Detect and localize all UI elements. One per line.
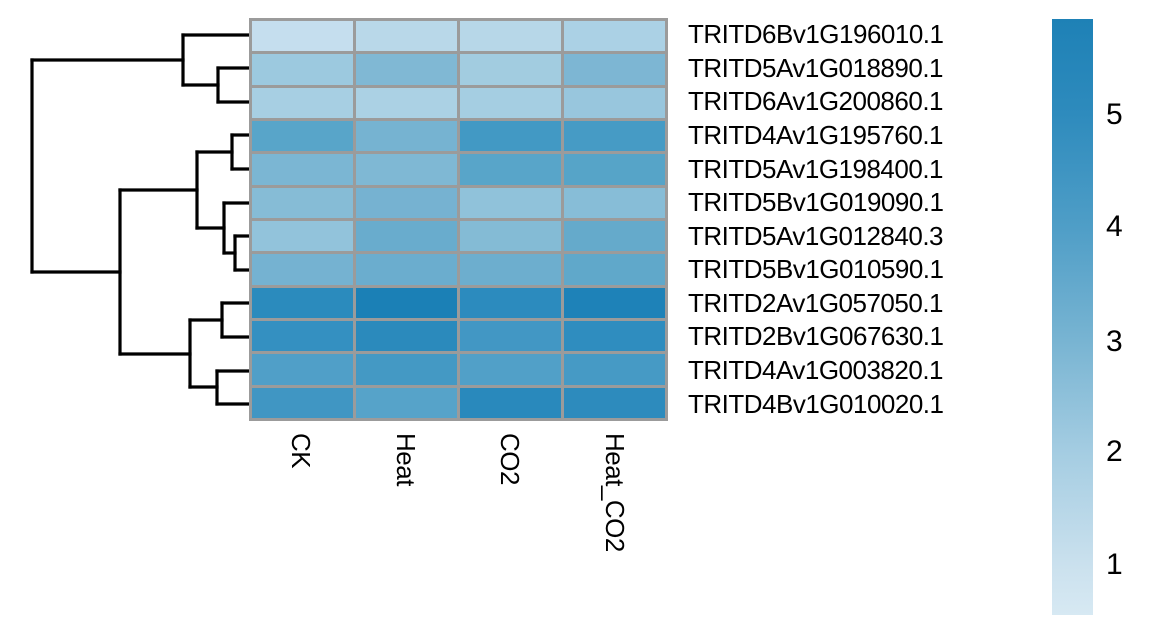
heatmap-cell (252, 121, 353, 152)
heatmap-cell (564, 387, 665, 418)
heatmap-cell (356, 187, 457, 218)
heatmap-cell (460, 121, 561, 152)
heatmap-cell (564, 321, 665, 352)
row-label: TRITD5Av1G018890.1 (688, 52, 944, 83)
heatmap-cell (356, 387, 457, 418)
heatmap-cell (564, 21, 665, 52)
heatmap-cell (252, 87, 353, 118)
colorbar-tick-label: 4 (1106, 210, 1123, 243)
colorbar-tick-label: 2 (1106, 435, 1123, 468)
heatmap-cell (460, 387, 561, 418)
heatmap-cell (252, 187, 353, 218)
heatmap-cell (252, 254, 353, 285)
colorbar-tick-label: 5 (1106, 98, 1123, 131)
heatmap-cell (564, 54, 665, 85)
heatmap-cell (564, 121, 665, 152)
heatmap-cell (460, 287, 561, 318)
heatmap-cell (564, 87, 665, 118)
heatmap-cell (252, 154, 353, 185)
heatmap-cell (252, 287, 353, 318)
heatmap-cell (460, 154, 561, 185)
heatmap-cell (564, 187, 665, 218)
row-label: TRITD4Av1G195760.1 (688, 120, 944, 151)
column-label: Heat (391, 433, 421, 486)
heatmap-cell (564, 287, 665, 318)
colorbar-tick-label: 1 (1106, 548, 1123, 581)
row-label: TRITD5Av1G198400.1 (688, 153, 944, 184)
row-label: TRITD6Av1G200860.1 (688, 86, 944, 117)
heatmap-cell (356, 54, 457, 85)
column-label: CO2 (495, 433, 525, 485)
heatmap-cell (460, 254, 561, 285)
row-label: TRITD4Bv1G010020.1 (688, 388, 944, 419)
row-label: TRITD2Av1G057050.1 (688, 287, 944, 318)
heatmap-cell (356, 354, 457, 385)
heatmap-cell (356, 321, 457, 352)
row-labels: TRITD6Bv1G196010.1 TRITD5Av1G018890.1 TRIT… (688, 18, 988, 421)
heatmap-cell (564, 154, 665, 185)
heatmap-cell (252, 221, 353, 252)
heatmap-cell (564, 254, 665, 285)
heatmap-cell (564, 221, 665, 252)
heatmap-cell (460, 321, 561, 352)
row-label: TRITD5Av1G012840.3 (688, 220, 944, 251)
column-label: CK (286, 433, 316, 469)
heatmap-cell (356, 121, 457, 152)
heatmap-cell (460, 354, 561, 385)
heatmap-cell (252, 354, 353, 385)
heatmap-cell (460, 187, 561, 218)
heatmap-cell (460, 221, 561, 252)
heatmap-cell (564, 354, 665, 385)
heatmap-cell (356, 87, 457, 118)
heatmap-grid (249, 18, 668, 421)
row-label: TRITD2Bv1G067630.1 (688, 321, 944, 352)
row-label: TRITD4Av1G003820.1 (688, 355, 944, 386)
heatmap-cell (356, 154, 457, 185)
heatmap-cell (460, 54, 561, 85)
heatmap-cell (356, 21, 457, 52)
row-label: TRITD5Bv1G010590.1 (688, 254, 944, 285)
heatmap-cell (252, 21, 353, 52)
heatmap-cell (460, 21, 561, 52)
colorbar-gradient (1052, 19, 1093, 615)
colorbar-tick-label: 3 (1106, 325, 1123, 358)
heatmap-cell (252, 387, 353, 418)
row-dendrogram (30, 33, 251, 406)
heatmap-cell (356, 221, 457, 252)
heatmap-cell (356, 254, 457, 285)
row-label: TRITD5Bv1G019090.1 (688, 187, 944, 218)
row-label: TRITD6Bv1G196010.1 (688, 19, 944, 50)
heatmap-cell (252, 321, 353, 352)
column-label: Heat_CO2 (600, 433, 630, 552)
heatmap-cell (252, 54, 353, 85)
heatmap-cell (460, 87, 561, 118)
heatmap-cell (356, 287, 457, 318)
